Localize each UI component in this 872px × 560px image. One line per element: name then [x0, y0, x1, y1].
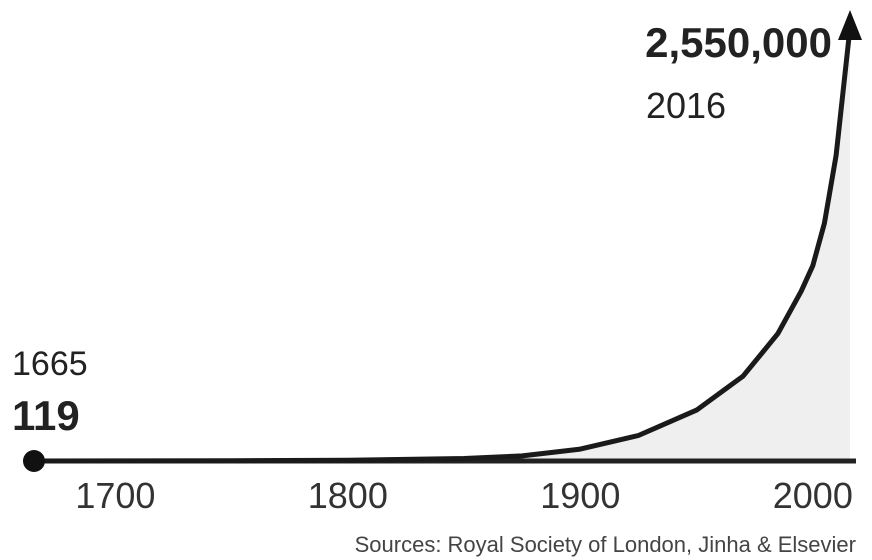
x-tick-label-1800: 1800 [308, 475, 388, 516]
end-year-label: 2016 [646, 85, 726, 126]
x-tick-label-1900: 1900 [540, 475, 620, 516]
end-value-label: 2,550,000 [645, 19, 832, 66]
area-fill [34, 28, 850, 461]
x-tick-label-2000: 2000 [773, 475, 853, 516]
start-point-marker [23, 450, 45, 472]
series-line [31, 25, 853, 464]
x-tick-label-1700: 1700 [75, 475, 155, 516]
start-year-label: 1665 [12, 345, 88, 383]
source-note: Sources: Royal Society of London, Jinha … [355, 532, 856, 557]
arrow-head [838, 10, 862, 40]
x-tick-labels: 1700 1800 1900 2000 [75, 475, 852, 516]
start-value-label: 119 [12, 392, 80, 439]
